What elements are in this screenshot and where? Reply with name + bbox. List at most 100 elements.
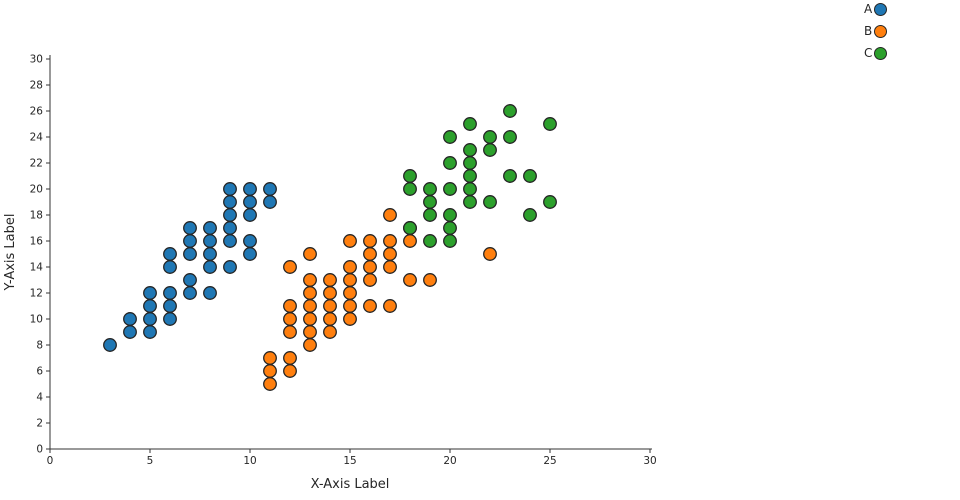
legend-label-a: A	[864, 2, 873, 16]
data-point-c	[483, 130, 497, 144]
x-tick-label: 20	[443, 455, 456, 467]
data-point-b	[263, 351, 277, 365]
data-point-a	[143, 325, 157, 339]
data-point-a	[223, 234, 237, 248]
legend-item-a: A	[864, 2, 888, 16]
y-tick-label: 10	[30, 314, 43, 326]
data-point-b	[263, 364, 277, 378]
data-point-c	[463, 117, 477, 131]
data-point-b	[263, 377, 277, 391]
data-point-c	[403, 221, 417, 235]
data-point-a	[163, 260, 177, 274]
data-point-a	[243, 195, 257, 209]
data-point-b	[303, 273, 317, 287]
data-point-b	[483, 247, 497, 261]
data-point-a	[163, 247, 177, 261]
y-tick-label: 0	[36, 444, 43, 456]
data-point-c	[443, 208, 457, 222]
y-axis-title: Y-Axis Label	[3, 214, 18, 292]
legend: A B C	[864, 2, 888, 60]
data-point-a	[263, 182, 277, 196]
y-tick-label: 2	[36, 418, 43, 430]
data-point-a	[183, 273, 197, 287]
data-point-a	[223, 182, 237, 196]
y-tick-label: 30	[30, 54, 43, 66]
y-tick-label: 24	[30, 132, 44, 144]
data-point-a	[143, 312, 157, 326]
data-point-b	[343, 260, 357, 274]
data-point-b	[383, 208, 397, 222]
data-point-a	[203, 260, 217, 274]
data-point-b	[283, 260, 297, 274]
data-point-b	[383, 260, 397, 274]
data-point-c	[523, 169, 537, 183]
data-point-c	[403, 169, 417, 183]
data-point-b	[343, 286, 357, 300]
y-tick-label: 22	[30, 158, 43, 170]
data-point-b	[303, 299, 317, 313]
data-point-b	[303, 286, 317, 300]
data-point-b	[423, 273, 437, 287]
x-tick-label: 25	[543, 455, 556, 467]
data-point-b	[323, 286, 337, 300]
data-point-c	[443, 234, 457, 248]
legend-marker-c-icon	[874, 46, 888, 60]
data-point-a	[203, 234, 217, 248]
data-point-c	[543, 195, 557, 209]
legend-marker-a-icon	[874, 2, 888, 16]
data-point-a	[223, 221, 237, 235]
data-point-b	[363, 247, 377, 261]
x-tick-label: 5	[147, 455, 154, 467]
data-point-a	[223, 195, 237, 209]
data-point-a	[143, 299, 157, 313]
data-point-a	[223, 260, 237, 274]
legend-label-b: B	[864, 24, 873, 38]
data-point-c	[463, 182, 477, 196]
data-point-a	[223, 208, 237, 222]
data-point-a	[243, 247, 257, 261]
y-tick-label: 14	[30, 262, 44, 274]
data-point-b	[303, 338, 317, 352]
data-point-c	[463, 156, 477, 170]
data-point-b	[303, 312, 317, 326]
data-point-b	[283, 351, 297, 365]
data-point-c	[543, 117, 557, 131]
data-point-b	[323, 312, 337, 326]
data-point-b	[283, 299, 297, 313]
data-point-b	[283, 364, 297, 378]
data-point-b	[363, 273, 377, 287]
data-point-a	[183, 234, 197, 248]
data-point-a	[123, 325, 137, 339]
data-point-a	[163, 286, 177, 300]
data-point-c	[423, 208, 437, 222]
data-point-c	[503, 169, 517, 183]
data-point-b	[303, 325, 317, 339]
data-point-c	[423, 195, 437, 209]
data-point-a	[103, 338, 117, 352]
data-point-a	[263, 195, 277, 209]
data-point-a	[243, 182, 257, 196]
data-point-a	[163, 299, 177, 313]
data-point-a	[203, 221, 217, 235]
data-point-c	[443, 130, 457, 144]
x-axis-title: X-Axis Label	[311, 477, 390, 492]
data-point-a	[183, 286, 197, 300]
data-point-b	[363, 234, 377, 248]
data-point-c	[523, 208, 537, 222]
data-point-b	[383, 247, 397, 261]
legend-label-c: C	[864, 46, 873, 60]
legend-item-b: B	[864, 24, 888, 38]
data-point-c	[443, 182, 457, 196]
x-tick-label: 0	[47, 455, 54, 467]
data-point-b	[343, 299, 357, 313]
data-point-a	[163, 312, 177, 326]
data-point-b	[323, 273, 337, 287]
legend-marker-b-icon	[874, 24, 888, 38]
y-tick-label: 20	[30, 184, 43, 196]
data-point-c	[423, 234, 437, 248]
data-point-b	[283, 312, 297, 326]
data-point-a	[243, 234, 257, 248]
data-points	[103, 104, 557, 391]
